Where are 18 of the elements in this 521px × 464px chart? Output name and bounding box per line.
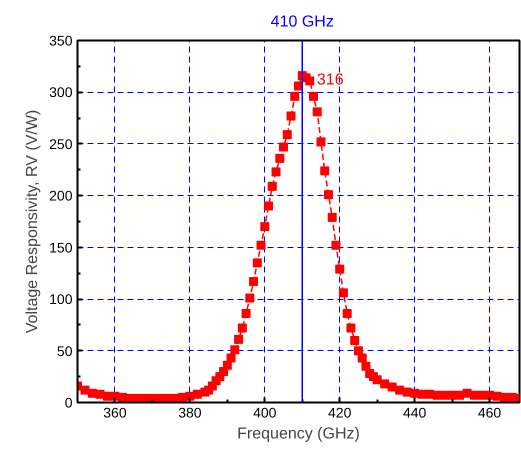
x-tick-label: 380 [178,404,202,420]
annotation: 316 [316,72,344,89]
y-tick-label: 300 [49,84,73,100]
y-tick-label: 50 [56,342,73,359]
y-tick-label: 150 [49,239,73,256]
ref-line-label: 410 GHz [270,14,334,30]
y-tick-label: 350 [49,32,73,48]
y-axis-title: Voltage Responsivity, RV (V/W) [24,110,42,334]
y-tick-label: 200 [49,188,73,204]
x-tick-label: 420 [328,404,352,420]
x-tick-label: 440 [402,404,427,420]
x-axis-title: Frequency (GHz) [237,426,360,442]
x-tick-label: 400 [253,404,277,420]
y-tick-label: 250 [49,136,73,152]
x-tick-label: 460 [478,404,502,420]
x-tick-label: 360 [103,404,127,420]
y-tick-label: 100 [49,291,73,308]
y-tick-label: 0 [64,394,73,410]
